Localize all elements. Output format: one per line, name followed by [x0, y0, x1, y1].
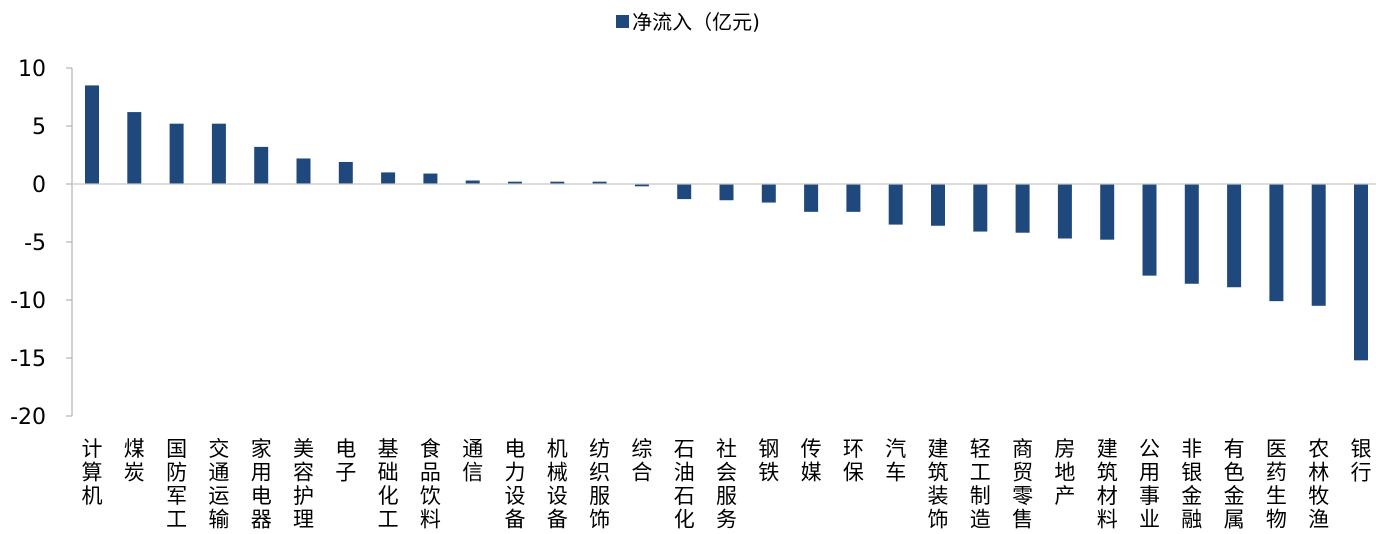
- bar: [634, 184, 649, 187]
- category-label: 有色金属: [1224, 437, 1245, 532]
- category-label: 交通运输: [208, 437, 229, 532]
- y-tick-label: -10: [10, 289, 46, 314]
- category-label: 家用电器: [251, 437, 272, 532]
- bar: [931, 184, 945, 226]
- y-tick-label: -5: [24, 231, 46, 256]
- bar: [465, 180, 480, 184]
- category-label: 银行: [1351, 437, 1372, 485]
- category-label: 建筑装饰: [928, 437, 949, 532]
- bar: [254, 146, 269, 184]
- bar: [127, 112, 142, 184]
- category-label: 通信: [462, 437, 483, 485]
- bar: [1142, 184, 1157, 276]
- category-label: 电力设备: [505, 437, 526, 532]
- category-label: 计算机: [82, 437, 103, 508]
- category-label: 食品饮料: [420, 437, 441, 532]
- bar: [338, 161, 353, 184]
- bar: [804, 184, 819, 212]
- bar: [85, 85, 99, 184]
- category-label: 传媒: [801, 437, 822, 485]
- category-label: 钢铁: [758, 437, 779, 485]
- bar: [677, 184, 692, 200]
- bar: [761, 184, 776, 203]
- category-label: 医药生物: [1266, 437, 1287, 532]
- category-label: 美容护理: [293, 437, 314, 532]
- bar: [1269, 184, 1284, 302]
- bar: [211, 123, 226, 184]
- bar: [169, 123, 184, 184]
- bar: [1354, 184, 1368, 361]
- bar: [381, 172, 396, 184]
- category-label: 煤炭: [124, 437, 145, 485]
- bar: [423, 173, 438, 184]
- bar: [1100, 184, 1115, 240]
- y-tick-label: -20: [10, 405, 46, 430]
- category-label: 商贸零售: [1012, 437, 1033, 532]
- category-label: 农林牧渔: [1308, 437, 1329, 532]
- category-label: 基础化工: [378, 437, 399, 532]
- category-label: 汽车: [885, 437, 906, 485]
- legend-swatch: [616, 15, 630, 28]
- category-label: 建筑材料: [1097, 437, 1118, 532]
- category-label: 社会服务: [716, 437, 737, 532]
- bar: [888, 184, 903, 225]
- bar: [846, 184, 861, 212]
- bar: [592, 181, 607, 184]
- bar: [719, 184, 734, 201]
- y-tick-label: 5: [32, 115, 46, 140]
- bar: [1184, 184, 1199, 284]
- category-label: 轻工制造: [970, 437, 991, 532]
- bar: [1311, 184, 1326, 306]
- category-label: 房地产: [1054, 437, 1075, 508]
- category-label: 国防军工: [166, 437, 187, 532]
- legend: 净流入（亿元): [0, 6, 1376, 35]
- bar: [508, 181, 522, 184]
- category-label: 环保: [843, 437, 864, 485]
- category-label: 公用事业: [1139, 437, 1160, 532]
- bar: [1057, 184, 1072, 239]
- legend-label: 净流入（亿元): [632, 10, 760, 34]
- y-tick-label: -15: [10, 347, 46, 372]
- bar: [1227, 184, 1242, 288]
- y-tick-label: 0: [32, 173, 46, 198]
- bar: [296, 158, 311, 184]
- category-label: 纺织服饰: [589, 437, 610, 532]
- category-label: 石油石化: [674, 437, 695, 532]
- category-label: 非银金融: [1181, 437, 1202, 532]
- y-tick-label: 10: [18, 57, 46, 82]
- bar: [550, 181, 565, 184]
- bar: [973, 184, 988, 232]
- bar: [1015, 184, 1030, 233]
- category-label: 机械设备: [547, 437, 568, 532]
- category-label: 综合: [631, 437, 652, 485]
- category-label: 电子: [335, 437, 356, 485]
